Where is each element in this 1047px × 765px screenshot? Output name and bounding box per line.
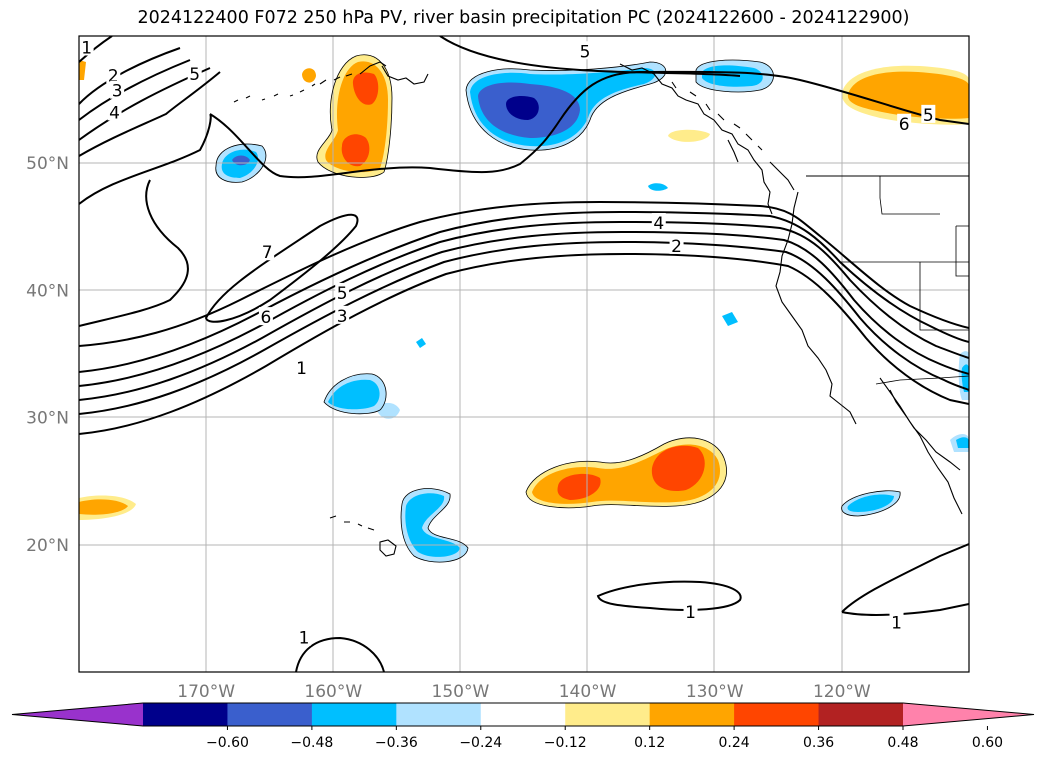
- pc-region-hawaii-negative: [401, 488, 468, 563]
- lat-tick-label: 40°N: [26, 281, 69, 301]
- pv-label-knockout: [258, 307, 273, 326]
- pc-shading: [79, 54, 969, 563]
- pc-contour-outlines: [215, 54, 901, 563]
- pv-contour-label: 1: [685, 603, 696, 623]
- colorbar-segment: [227, 703, 313, 726]
- pv-contour-label: 4: [653, 214, 664, 234]
- colorbar-extend-max: [903, 703, 1034, 726]
- pv-contour-label: 6: [260, 308, 271, 328]
- lon-tick-label: 140°W: [559, 682, 617, 702]
- pv-label-knockout: [107, 102, 122, 121]
- colorbar-segment: [565, 703, 651, 726]
- colorbar-tick-label: 0.60: [972, 735, 1003, 751]
- pv-contour-label: 7: [262, 243, 273, 263]
- pv-contour-label: 5: [337, 284, 348, 304]
- pv-label-knockout: [335, 282, 350, 301]
- lon-tick-label: 130°W: [686, 682, 744, 702]
- colorbar-tick-label: −0.36: [375, 735, 418, 751]
- colorbar-segment: [143, 703, 228, 726]
- colorbar-segment: [480, 703, 566, 726]
- pv-contour-label: 1: [296, 359, 307, 379]
- pv-contour-label: 2: [671, 237, 682, 257]
- colorbar-extend-min: [12, 703, 143, 726]
- pv-label-knockout: [260, 242, 275, 261]
- colorbar-segment: [396, 703, 482, 726]
- map-frame: [78, 35, 970, 673]
- colorbar-outline: [11, 702, 1035, 727]
- pv-contour-label: 1: [299, 629, 310, 649]
- colorbar-tick-label: 0.36: [803, 735, 834, 751]
- colorbar-segment: [818, 703, 904, 726]
- pv-label-knockout: [897, 113, 912, 132]
- pv-contour-label: 2: [108, 66, 119, 86]
- colorbar-segment: [311, 703, 397, 726]
- pv-label-knockout: [297, 627, 312, 646]
- lat-tick-label: 20°N: [26, 536, 69, 556]
- pv-contour-label: 4: [109, 103, 120, 123]
- pv-label-knockout: [683, 602, 698, 621]
- colorbar-tick-label: −0.48: [290, 735, 333, 751]
- pv-label-knockout: [921, 104, 936, 123]
- pv-contour-label: 5: [580, 42, 591, 62]
- colorbar-tick-label: −0.12: [544, 735, 587, 751]
- pv-contour-label: 1: [891, 613, 902, 633]
- pv-contour-label: 6: [899, 115, 910, 135]
- pc-region-aleutian-positive: [79, 54, 392, 178]
- pc-region-canada-positive: [841, 65, 969, 125]
- colorbar: −0.60 −0.48 −0.36 −0.24 −0.12 0.12 0.24 0.36 0.4…: [11, 702, 1035, 751]
- pv-contour-label: 5: [923, 106, 934, 126]
- lon-tick-label: 170°W: [177, 682, 235, 702]
- pv-contour-label: 3: [337, 307, 348, 327]
- pc-region-subtropical-positive: [526, 437, 727, 508]
- pv-label-knockout: [578, 41, 593, 60]
- longitude-labels: 170°W 160°W 150°W 140°W 130°W 120°W: [177, 682, 871, 702]
- pv-contour-label: 3: [112, 82, 123, 102]
- colorbar-tick-label: 0.24: [719, 735, 750, 751]
- pv-label-knockout: [889, 612, 904, 631]
- lon-tick-label: 150°W: [432, 682, 490, 702]
- colorbar-tick-label: −0.60: [206, 735, 249, 751]
- pv-label-knockout: [669, 235, 684, 254]
- colorbar-tick-label: 0.12: [634, 735, 665, 751]
- pv-label-knockout: [335, 305, 350, 324]
- lon-tick-label: 160°W: [304, 682, 362, 702]
- coastlines: [233, 61, 969, 557]
- pv-label-knockout: [187, 64, 202, 83]
- pv-contour-label: 5: [189, 65, 200, 85]
- pv-label-knockout: [110, 80, 125, 99]
- pv-label-knockout: [79, 37, 94, 56]
- lat-tick-label: 30°N: [26, 409, 69, 429]
- map-title: 2024122400 F072 250 hPa PV, river basin …: [137, 8, 910, 28]
- colorbar-tick-label: 0.48: [887, 735, 918, 751]
- lat-tick-label: 50°N: [26, 154, 69, 174]
- pv-label-knockout: [106, 65, 121, 84]
- lon-tick-label: 120°W: [813, 682, 871, 702]
- pc-region-gulf-alaska-negative: [466, 60, 774, 151]
- colorbar-tick-label: −0.24: [459, 735, 502, 751]
- latitude-labels: 50°N 40°N 30°N 20°N: [26, 154, 69, 556]
- pv-label-knockout: [651, 212, 666, 231]
- gridlines: [79, 36, 969, 672]
- colorbar-segment: [734, 703, 820, 726]
- pv-contour-label: 1: [81, 38, 92, 58]
- colorbar-segment: [649, 703, 735, 726]
- pv-label-knockout: [294, 357, 309, 376]
- pc-small-features: [79, 129, 969, 520]
